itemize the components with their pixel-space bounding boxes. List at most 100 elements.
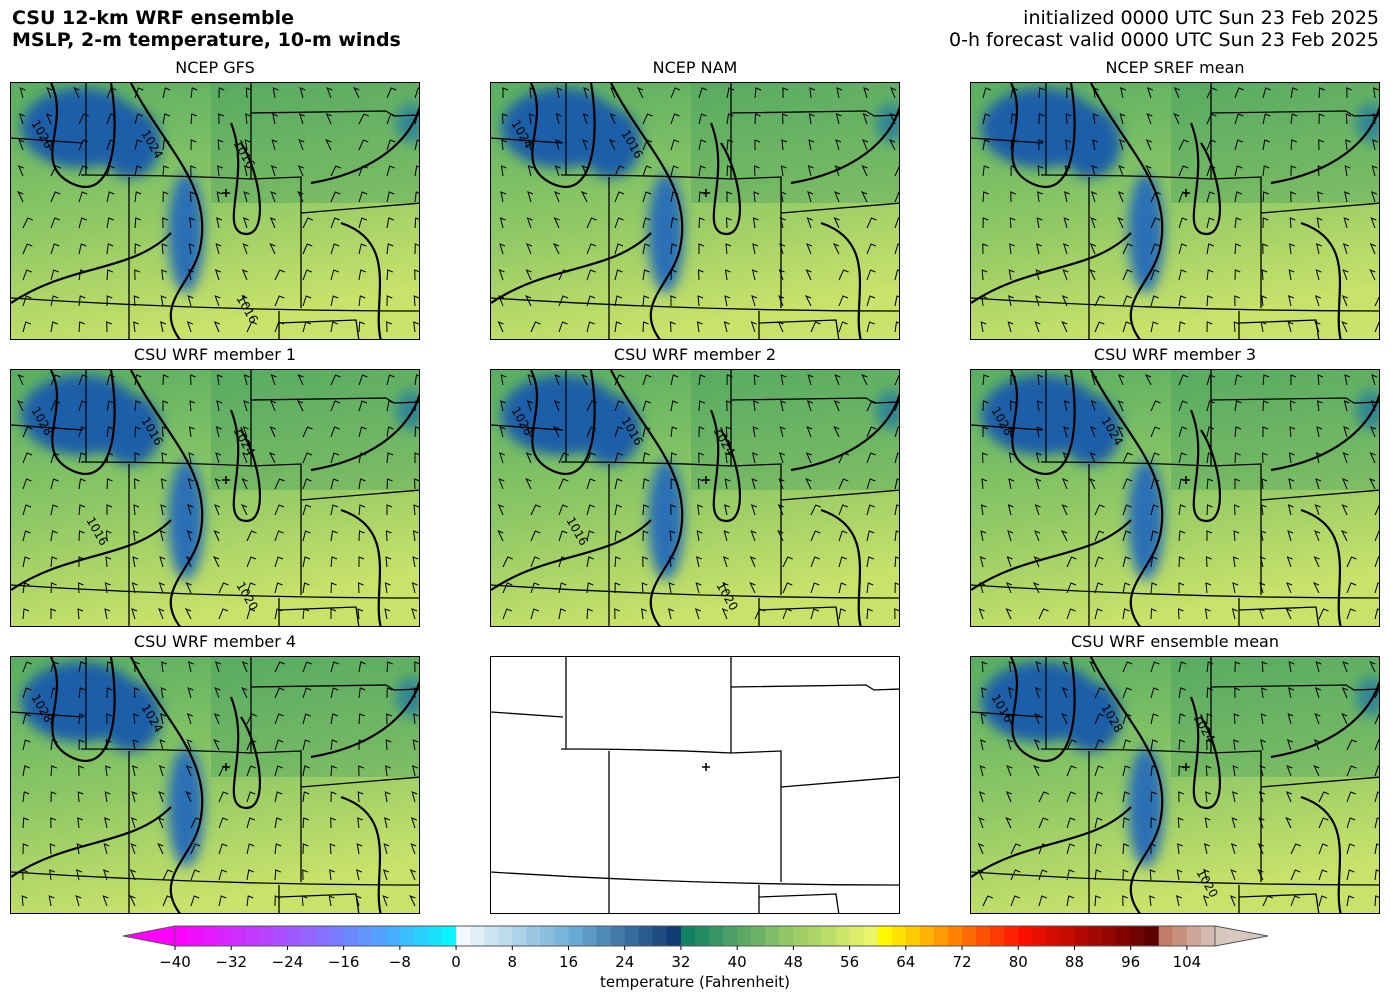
colorbar-tick-label: 48 bbox=[783, 953, 803, 971]
wind-barb bbox=[160, 478, 167, 490]
wind-barb bbox=[1205, 556, 1212, 568]
wind-barb bbox=[1038, 817, 1049, 829]
wind-barb bbox=[1066, 895, 1074, 907]
wind-barb bbox=[1066, 791, 1076, 803]
state-border bbox=[80, 174, 252, 180]
wind-barb bbox=[863, 87, 870, 99]
wind-barb bbox=[386, 426, 394, 438]
wind-barb bbox=[1150, 556, 1158, 568]
wind-barb bbox=[1066, 843, 1075, 855]
wind-barb bbox=[586, 400, 597, 412]
wind-barb bbox=[982, 374, 990, 386]
wind-barb bbox=[1313, 739, 1320, 751]
map-panel: 1020 1024 1016 1016 bbox=[10, 82, 420, 340]
wind-barb bbox=[1122, 817, 1130, 829]
wind-barb bbox=[750, 321, 757, 333]
state-border bbox=[300, 776, 419, 788]
wind-barb bbox=[1120, 87, 1126, 99]
wind-barb bbox=[1066, 869, 1075, 881]
wind-barb bbox=[1206, 739, 1212, 751]
wind-barb bbox=[981, 687, 987, 699]
state-border bbox=[780, 202, 899, 214]
wind-barb bbox=[810, 504, 821, 516]
wind-barb bbox=[1008, 295, 1014, 307]
wind-barb bbox=[698, 452, 704, 464]
wind-barb bbox=[500, 374, 507, 386]
wind-barb bbox=[274, 817, 282, 829]
wind-barb bbox=[330, 556, 338, 568]
wind-barb bbox=[76, 843, 83, 855]
wind-barb bbox=[1315, 452, 1322, 464]
wind-barb bbox=[1234, 295, 1240, 307]
wind-barb bbox=[780, 400, 786, 412]
wind-barb bbox=[1374, 296, 1379, 307]
colorbar-bin bbox=[582, 926, 598, 946]
wind-barb bbox=[698, 113, 707, 125]
wind-barb bbox=[1285, 791, 1292, 803]
wind-barb bbox=[134, 426, 141, 438]
colorbar-bin bbox=[315, 926, 331, 946]
wind-barb bbox=[160, 321, 166, 333]
wind-barb bbox=[244, 139, 251, 151]
wind-barb bbox=[1038, 843, 1048, 855]
wind-barb bbox=[980, 504, 987, 516]
wind-barb bbox=[1290, 869, 1301, 881]
wind-barb bbox=[866, 269, 876, 281]
state-border bbox=[250, 684, 419, 691]
wind-barb bbox=[1234, 217, 1242, 229]
wind-barb bbox=[1066, 817, 1076, 829]
wind-barb bbox=[102, 895, 109, 907]
wind-barb bbox=[1090, 400, 1097, 412]
colorbar-bin bbox=[259, 926, 274, 946]
wind-barb bbox=[269, 217, 276, 229]
wind-barb bbox=[1290, 113, 1298, 125]
isobar bbox=[790, 105, 899, 185]
wind-barb bbox=[414, 139, 419, 151]
wind-barb bbox=[835, 139, 842, 151]
state-border bbox=[80, 461, 252, 467]
wind-barb bbox=[981, 478, 988, 490]
wind-barb bbox=[159, 530, 166, 542]
wind-barb bbox=[384, 817, 390, 829]
wind-barb bbox=[608, 139, 616, 151]
wind-barb bbox=[159, 556, 166, 568]
panel-title: CSU WRF member 1 bbox=[133, 345, 297, 364]
wind-barb bbox=[78, 243, 87, 255]
wind-barb bbox=[1206, 165, 1216, 177]
wind-barb bbox=[1010, 191, 1016, 203]
wind-barb bbox=[751, 295, 758, 307]
isobar bbox=[530, 83, 596, 188]
wind-barb bbox=[1234, 687, 1240, 699]
wind-barb bbox=[1065, 113, 1072, 125]
wind-barb bbox=[1343, 426, 1350, 438]
wind-barb bbox=[1290, 191, 1296, 203]
wind-barb bbox=[77, 817, 83, 829]
wind-barb bbox=[668, 608, 674, 620]
wind-barb bbox=[698, 165, 706, 177]
colorbar-bin bbox=[723, 926, 738, 946]
wind-barb bbox=[385, 765, 391, 777]
wind-barb bbox=[1094, 582, 1104, 594]
wind-barb bbox=[642, 530, 649, 542]
wind-barb bbox=[528, 113, 535, 125]
wind-barb bbox=[218, 113, 224, 125]
wind-barb bbox=[642, 139, 653, 151]
wind-barb bbox=[614, 243, 624, 255]
wind-barb bbox=[246, 713, 257, 725]
wind-barb bbox=[22, 478, 32, 490]
wind-barb bbox=[22, 452, 33, 464]
wind-barb bbox=[330, 452, 340, 464]
wind-barb bbox=[722, 556, 729, 568]
wind-barb bbox=[190, 895, 200, 907]
wind-barb bbox=[807, 374, 814, 386]
wind-barb bbox=[894, 556, 899, 568]
wind-barb bbox=[1262, 400, 1269, 412]
wind-barb bbox=[555, 139, 562, 151]
wind-barb bbox=[161, 661, 167, 673]
wind-barb bbox=[133, 295, 140, 307]
wind-barb bbox=[409, 869, 416, 881]
wind-barb bbox=[614, 269, 623, 281]
wind-barb bbox=[302, 452, 313, 464]
wind-barb bbox=[1315, 269, 1322, 281]
